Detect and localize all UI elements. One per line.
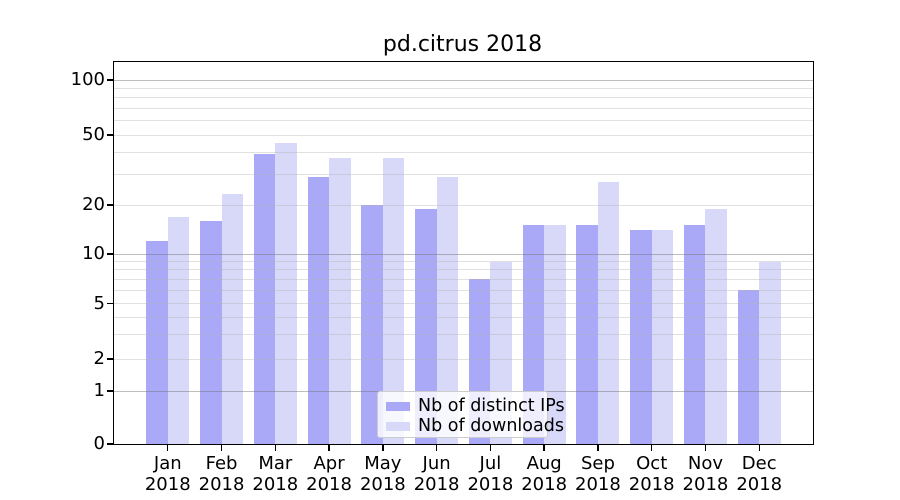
bar bbox=[329, 158, 351, 444]
plot-area: Nb of distinct IPs Nb of downloads 0 1 2 5 1… bbox=[71, 61, 814, 495]
legend-item-downloads: Nb of downloads bbox=[386, 416, 564, 436]
y-tick-label: 100 bbox=[70, 69, 105, 90]
x-tick-mark bbox=[167, 445, 169, 452]
x-tick-mark bbox=[328, 445, 330, 452]
bar bbox=[522, 225, 545, 444]
gridline bbox=[114, 151, 813, 153]
legend-label-downloads: Nb of downloads bbox=[418, 416, 564, 436]
y-tick-mark bbox=[106, 390, 113, 392]
gridline bbox=[114, 261, 813, 263]
legend-label-distinct-ips: Nb of distinct IPs bbox=[418, 396, 565, 416]
y-tick-label: 50 bbox=[82, 124, 105, 145]
bar bbox=[544, 225, 566, 444]
x-tick-label: Jul 2018 bbox=[467, 453, 514, 495]
bar bbox=[597, 182, 620, 444]
bar bbox=[759, 261, 781, 444]
gridline bbox=[114, 204, 813, 206]
gridline bbox=[114, 303, 813, 304]
gridline bbox=[114, 253, 813, 255]
bar bbox=[382, 158, 405, 444]
y-tick-mark bbox=[106, 204, 113, 206]
legend-item-distinct-ips: Nb of distinct IPs bbox=[386, 396, 565, 416]
x-tick-label: Apr 2018 bbox=[306, 453, 352, 495]
y-tick-label: 1 bbox=[93, 380, 105, 401]
bar bbox=[307, 176, 330, 444]
legend-swatch-downloads bbox=[386, 421, 410, 431]
legend-swatch-distinct-ips bbox=[386, 401, 410, 411]
x-tick-label: Sep 2018 bbox=[575, 453, 621, 495]
x-tick-mark bbox=[274, 445, 276, 452]
y-tick-mark bbox=[106, 253, 113, 255]
bar bbox=[146, 241, 168, 444]
x-tick-label: Nov 2018 bbox=[682, 453, 729, 495]
y-tick-label: 5 bbox=[93, 292, 105, 314]
gridline bbox=[114, 269, 813, 271]
gridline bbox=[114, 316, 813, 318]
bar bbox=[221, 194, 244, 444]
gridline bbox=[114, 173, 813, 175]
gridline bbox=[114, 87, 813, 89]
bar bbox=[683, 225, 706, 444]
x-tick-label: Feb 2018 bbox=[198, 453, 245, 495]
bar bbox=[705, 208, 727, 444]
x-tick-mark bbox=[704, 445, 707, 452]
y-tick-label: 2 bbox=[93, 348, 105, 369]
x-tick-mark bbox=[650, 445, 653, 452]
gridline bbox=[114, 79, 813, 81]
x-tick-mark bbox=[758, 445, 760, 452]
chart-title: pd.citrus 2018 bbox=[382, 32, 543, 57]
gridline bbox=[114, 333, 813, 335]
bar bbox=[253, 153, 276, 444]
x-tick-mark bbox=[489, 445, 492, 452]
x-tick-mark bbox=[220, 445, 223, 452]
bar bbox=[275, 143, 297, 444]
gridline bbox=[114, 134, 813, 136]
x-tick-label: Dec 2018 bbox=[736, 453, 783, 495]
x-tick-label: Mar 2018 bbox=[252, 453, 299, 495]
x-tick-label: Jan 2018 bbox=[144, 453, 191, 495]
bar bbox=[576, 225, 598, 444]
bar bbox=[415, 208, 437, 444]
bar bbox=[630, 230, 652, 444]
x-tick-mark bbox=[435, 445, 438, 452]
y-tick-mark bbox=[106, 134, 113, 136]
x-tick-label: May 2018 bbox=[359, 453, 406, 495]
y-tick-label: 0 bbox=[93, 433, 105, 454]
gridline bbox=[114, 278, 813, 280]
gridline bbox=[114, 358, 813, 360]
x-tick-label: Aug 2018 bbox=[521, 453, 568, 495]
bar bbox=[737, 290, 760, 444]
gridline bbox=[114, 120, 813, 122]
y-tick-mark bbox=[106, 443, 113, 445]
gridline bbox=[114, 97, 813, 99]
gridline bbox=[114, 107, 813, 109]
y-tick-label: 10 bbox=[82, 243, 105, 264]
gridline bbox=[114, 289, 813, 291]
x-tick-label: Oct 2018 bbox=[628, 453, 675, 495]
bar bbox=[167, 216, 190, 444]
bar bbox=[361, 205, 383, 444]
y-tick-label: 20 bbox=[82, 194, 105, 215]
bar bbox=[436, 176, 459, 444]
x-tick-mark bbox=[382, 445, 384, 452]
x-tick-label: Jun 2018 bbox=[413, 453, 460, 495]
y-tick-mark bbox=[106, 302, 113, 305]
y-tick-mark bbox=[106, 358, 113, 360]
x-tick-mark bbox=[597, 445, 599, 452]
legend: Nb of distinct IPs Nb of downloads bbox=[377, 391, 565, 438]
bar bbox=[651, 230, 674, 444]
x-tick-mark bbox=[543, 445, 545, 452]
bar bbox=[200, 220, 222, 444]
y-tick-mark bbox=[106, 79, 113, 81]
